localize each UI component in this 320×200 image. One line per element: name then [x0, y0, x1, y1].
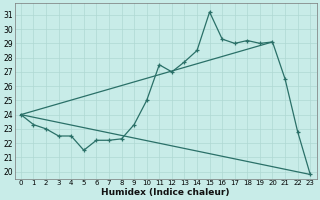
X-axis label: Humidex (Indice chaleur): Humidex (Indice chaleur) [101, 188, 230, 197]
